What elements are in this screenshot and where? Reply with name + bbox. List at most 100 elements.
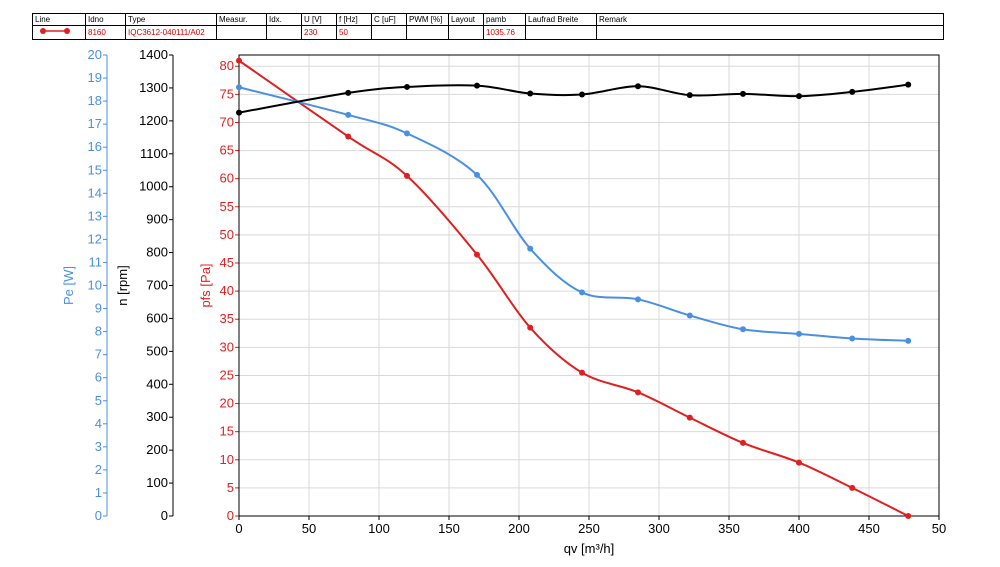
pfs-tick-label: 65 bbox=[220, 143, 234, 158]
header-pwm: PWM [%] bbox=[406, 13, 449, 26]
pe-tick-label: 14 bbox=[88, 185, 102, 200]
pe-tick-label: 2 bbox=[95, 462, 102, 477]
n-data-point bbox=[686, 92, 693, 99]
value-laufrad-breite bbox=[525, 25, 597, 40]
pe-data-point bbox=[579, 289, 585, 296]
n-data-point bbox=[849, 88, 856, 95]
line-legend-swatch bbox=[32, 25, 86, 40]
n-data-point bbox=[740, 90, 746, 97]
pe-data-point bbox=[404, 130, 410, 137]
pfs-tick-label: 10 bbox=[220, 452, 234, 467]
header-remark: Remark bbox=[596, 13, 944, 26]
pe-axis-label: Pe [W] bbox=[61, 266, 76, 305]
n-tick-label: 1100 bbox=[140, 146, 168, 161]
n-tick-label: 0 bbox=[161, 508, 168, 523]
plot-border bbox=[238, 54, 940, 517]
pe-data-point bbox=[740, 326, 746, 333]
pe-tick-label: 5 bbox=[95, 393, 102, 408]
pe-data-point bbox=[236, 84, 242, 91]
header-voltage: U [V] bbox=[301, 13, 337, 26]
pfs-data-point bbox=[740, 439, 746, 446]
pfs-data-point bbox=[579, 369, 585, 376]
pe-tick-label: 19 bbox=[88, 70, 102, 85]
x-tick-label: 0 bbox=[235, 521, 242, 536]
n-data-point bbox=[905, 81, 912, 88]
pfs-data-point bbox=[849, 484, 856, 491]
pe-data-point bbox=[527, 245, 534, 252]
pe-data-point bbox=[345, 111, 352, 118]
table-header-row: Line Idno Type Measur. Idx. U [V] f [Hz]… bbox=[32, 13, 944, 26]
x-tick-label: 350 bbox=[718, 521, 740, 536]
x-tick-label: 250 bbox=[578, 521, 600, 536]
header-pamb: pamb bbox=[483, 13, 526, 26]
pfs-tick-label: 15 bbox=[220, 424, 234, 439]
pfs-data-point bbox=[686, 414, 693, 421]
n-axis-label: n [rpm] bbox=[115, 265, 130, 305]
x-axis-label: qv [m³/h] bbox=[564, 541, 615, 556]
x-tick-label: 450 bbox=[858, 521, 880, 536]
n-tick-label: 1200 bbox=[139, 113, 168, 128]
pe-tick-label: 10 bbox=[88, 278, 102, 293]
n-tick-label: 1000 bbox=[139, 179, 168, 194]
pfs-data-point bbox=[905, 513, 912, 519]
header-idno: Idno bbox=[85, 13, 126, 26]
header-measur: Measur. bbox=[216, 13, 267, 26]
pe-data-point bbox=[796, 330, 802, 337]
n-tick-label: 1300 bbox=[139, 80, 168, 95]
pfs-tick-label: 5 bbox=[227, 480, 234, 495]
pfs-data-point bbox=[404, 172, 410, 179]
pfs-tick-label: 80 bbox=[220, 58, 234, 73]
pfs-tick-label: 55 bbox=[220, 199, 234, 214]
x-tick-label: 300 bbox=[648, 521, 670, 536]
table-data-row: 8160 IQC3612-040111/A02 230 50 1035.76 bbox=[32, 25, 944, 40]
n-data-point bbox=[579, 91, 585, 98]
value-type: IQC3612-040111/A02 bbox=[125, 25, 217, 40]
value-frequency: 50 bbox=[336, 25, 372, 40]
pfs-data-point bbox=[345, 133, 352, 140]
header-laufrad-breite: Laufrad Breite bbox=[525, 13, 597, 26]
value-idx bbox=[266, 25, 302, 40]
pe-tick-label: 7 bbox=[95, 347, 102, 362]
n-data-point bbox=[345, 89, 352, 96]
n-data-point bbox=[635, 83, 641, 90]
x-tick-label: 150 bbox=[438, 521, 460, 536]
line-legend-icon bbox=[40, 28, 70, 34]
pe-data-point bbox=[905, 337, 912, 344]
pe-tick-label: 4 bbox=[95, 416, 102, 431]
header-frequency: f [Hz] bbox=[336, 13, 372, 26]
value-idno: 8160 bbox=[85, 25, 126, 40]
pe-data-point bbox=[635, 296, 641, 303]
pfs-data-point bbox=[474, 251, 480, 258]
pfs-data-point bbox=[796, 459, 802, 466]
pfs-tick-label: 75 bbox=[220, 86, 234, 101]
pfs-tick-label: 45 bbox=[220, 255, 234, 270]
x-tick-label: 50 bbox=[932, 521, 946, 536]
value-layout bbox=[448, 25, 484, 40]
pfs-axis-label: pfs [Pa] bbox=[198, 263, 213, 307]
pe-tick-label: 1 bbox=[95, 485, 102, 500]
value-voltage: 230 bbox=[301, 25, 337, 40]
pfs-tick-label: 30 bbox=[220, 339, 234, 354]
pe-tick-label: 13 bbox=[88, 208, 102, 223]
pe-tick-label: 18 bbox=[88, 93, 102, 108]
pfs-data-point bbox=[635, 389, 641, 396]
pe-tick-label: 11 bbox=[89, 254, 103, 269]
pe-tick-label: 20 bbox=[88, 47, 102, 62]
pe-data-point bbox=[474, 171, 480, 178]
pe-tick-label: 3 bbox=[95, 439, 102, 454]
pfs-data-point bbox=[236, 57, 242, 64]
value-measur bbox=[216, 25, 267, 40]
pfs-tick-label: 50 bbox=[220, 227, 234, 242]
pfs-tick-label: 20 bbox=[220, 396, 234, 411]
value-pwm bbox=[406, 25, 449, 40]
pfs-tick-label: 35 bbox=[220, 311, 234, 326]
info-table: Line Idno Type Measur. Idx. U [V] f [Hz]… bbox=[32, 13, 944, 40]
pfs-tick-label: 0 bbox=[227, 508, 234, 523]
header-idx: Idx. bbox=[266, 13, 302, 26]
pe-tick-label: 16 bbox=[88, 139, 102, 154]
n-tick-label: 700 bbox=[146, 278, 168, 293]
header-line: Line bbox=[32, 13, 86, 26]
n-tick-label: 200 bbox=[146, 442, 168, 457]
x-tick-label: 100 bbox=[368, 521, 390, 536]
header-type: Type bbox=[125, 13, 217, 26]
